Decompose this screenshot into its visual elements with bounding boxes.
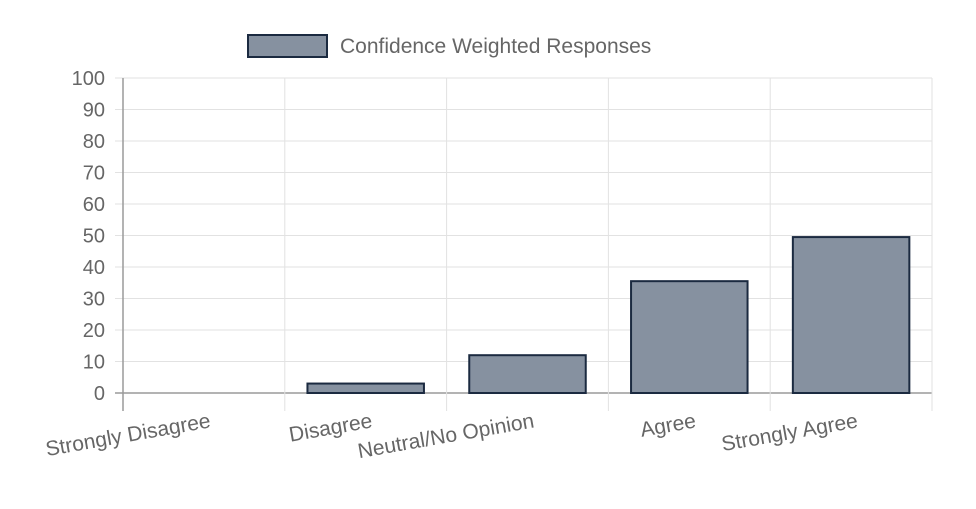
y-tick-label: 70	[83, 163, 105, 185]
y-tick-label: 0	[94, 383, 105, 405]
y-tick-label: 10	[83, 352, 105, 374]
y-tick-label: 50	[83, 226, 105, 248]
bar[interactable]	[630, 280, 749, 394]
bar[interactable]	[468, 354, 587, 395]
grid-lines	[115, 77, 933, 411]
bar[interactable]	[791, 236, 911, 394]
legend-swatch[interactable]	[247, 34, 328, 58]
y-tick-label: 90	[83, 100, 105, 122]
bars	[306, 236, 911, 395]
y-tick-label: 30	[83, 289, 105, 311]
y-tick-label: 60	[83, 194, 105, 216]
x-tick-label: Neutral/No Opinion	[356, 409, 536, 463]
y-tick-label: 20	[83, 320, 105, 342]
x-tick-label: Agree	[638, 409, 697, 441]
legend-label[interactable]: Confidence Weighted Responses	[340, 35, 651, 58]
y-tick-label: 100	[72, 68, 105, 90]
bar[interactable]	[306, 382, 425, 394]
x-tick-label: Strongly Disagree	[44, 409, 212, 461]
legend[interactable]: Confidence Weighted Responses	[247, 34, 651, 58]
y-tick-label: 80	[83, 131, 105, 153]
x-tick-label: Strongly Agree	[720, 409, 860, 456]
y-tick-label: 40	[83, 257, 105, 279]
